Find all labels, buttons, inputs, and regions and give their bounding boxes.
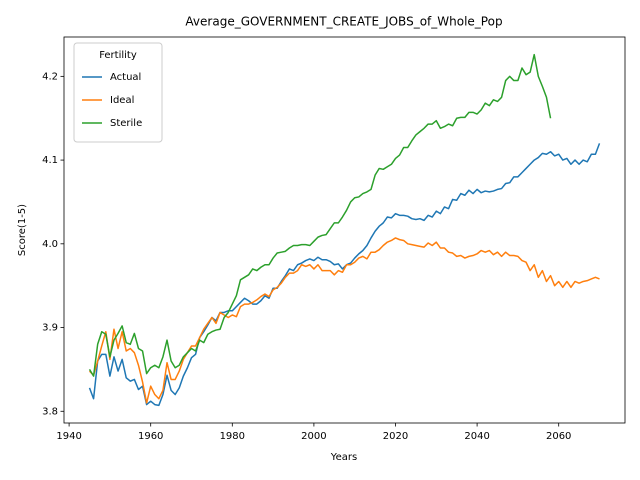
line-series [88, 143, 601, 407]
y-tick-label: 4.2 [42, 71, 58, 82]
x-tick-label: 1940 [56, 431, 81, 442]
line-series [88, 237, 600, 404]
y-tick-label: 3.9 [42, 323, 58, 334]
y-tick-label: 4.0 [42, 239, 58, 250]
line-series [88, 53, 552, 377]
y-tick-label: 4.1 [42, 155, 58, 166]
x-tick-label: 2000 [301, 431, 326, 442]
x-tick-label: 1980 [220, 431, 245, 442]
x-tick-label: 2060 [546, 431, 571, 442]
x-tick-label: 2020 [383, 431, 408, 442]
legend-title: Fertility [99, 50, 137, 61]
y-axis-label: Score(1-5) [17, 204, 28, 256]
y-tick-label: 3.8 [42, 406, 58, 417]
legend-box [73, 42, 163, 143]
legend-label: Sterile [110, 118, 142, 129]
chart-title: Average_GOVERNMENT_CREATE_JOBS_of_Whole_… [185, 15, 502, 29]
legend-label: Actual [110, 72, 141, 83]
x-axis-label: Years [330, 452, 357, 463]
legend-label: Ideal [110, 95, 134, 106]
x-tick-label: 2040 [464, 431, 489, 442]
x-tick-label: 1960 [138, 431, 163, 442]
plot-frame [63, 36, 626, 424]
